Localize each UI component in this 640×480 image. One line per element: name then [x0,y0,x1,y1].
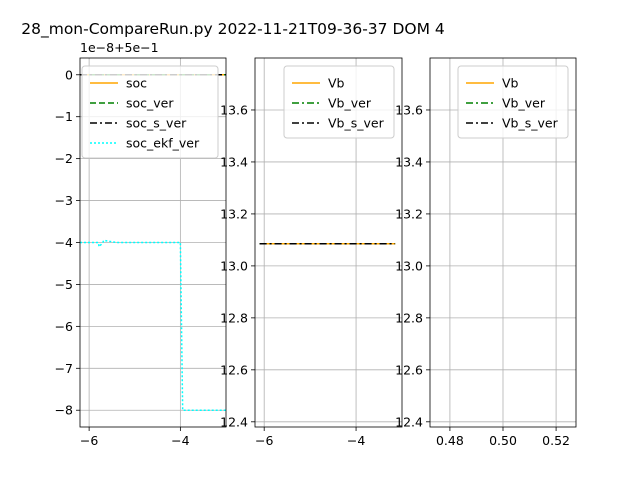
y-tick-label: 13.2 [395,206,423,221]
legend-box [81,65,219,159]
x-tick-label: 0.52 [542,433,570,448]
y-tick-label: −7 [55,361,73,376]
y-tick-label: 0 [65,67,73,82]
y-tick-label: −4 [55,235,73,250]
y-tick-label: −1 [55,109,73,124]
x-tick-label: −4 [171,433,189,448]
y-tick-label: 12.8 [395,310,423,325]
legend-label: Vb_ver [328,96,372,111]
axis-offset-text: 1e−8+5e−1 [80,40,159,55]
subplot-2: −6 −4 12.4 12.6 12.8 13.0 13.2 13.4 13.6 Vb Vb_ver… [220,57,403,448]
x-tick-label: −4 [347,433,365,448]
legend-box [283,65,395,139]
legend-label: soc_ver [126,96,174,111]
x-tick-label: −6 [80,433,98,448]
y-tick-label: 13.6 [220,102,248,117]
y-tick-label: −2 [55,151,73,166]
y-tick-label: −6 [55,319,73,334]
legend-label: Vb [502,76,519,91]
y-tick-label: −5 [55,277,73,292]
legend-label: Vb_ver [502,96,546,111]
legend-label: Vb_s_ver [502,116,559,131]
y-tick-label: 13.6 [395,102,423,117]
legend-box [457,65,569,139]
axes-frame [429,57,577,428]
series-line-soc-ekf-ver [80,239,226,411]
x-tick-label: 0.50 [489,433,517,448]
y-tick-label: 12.4 [395,414,423,429]
y-tick-label: −8 [55,403,73,418]
y-tick-label: 12.4 [220,414,248,429]
legend: Vb Vb_ver Vb_s_ver [283,65,395,139]
y-tick-label: 13.0 [395,258,423,273]
legend-label: soc_ekf_ver [126,136,200,151]
y-tick-label: 13.4 [395,154,423,169]
x-tick-label: 0.48 [436,433,464,448]
y-tick-label: −3 [55,193,73,208]
figure-title: 28_mon-CompareRun.py 2022-11-21T09-36-37… [21,20,445,39]
legend-label: Vb_s_ver [328,116,385,131]
x-tick-label: −6 [255,433,273,448]
legend-label: soc_s_ver [126,116,187,131]
subplot-1: −6 −4 0 −1 −2 −3 −4 −5 −6 −7 −8 1e−8+5e−1 soc soc_ver… [55,40,227,448]
y-tick-label: 13.4 [220,154,248,169]
y-tick-label: 13.2 [220,206,248,221]
y-tick-label: 12.6 [395,362,423,377]
legend-label: soc [126,76,147,91]
subplot-3: 0.48 0.50 0.52 12.4 12.6 12.8 13.0 13.2 13.4 13.6… [395,57,577,448]
y-tick-label: 12.6 [220,362,248,377]
axes-frame [79,57,227,428]
legend: Vb Vb_ver Vb_s_ver [457,65,569,139]
y-tick-label: 13.0 [220,258,248,273]
legend-label: Vb [328,76,345,91]
y-tick-label: 12.8 [220,310,248,325]
axes-frame [254,57,403,428]
legend: soc soc_ver soc_s_ver soc_ekf_ver [81,65,219,159]
